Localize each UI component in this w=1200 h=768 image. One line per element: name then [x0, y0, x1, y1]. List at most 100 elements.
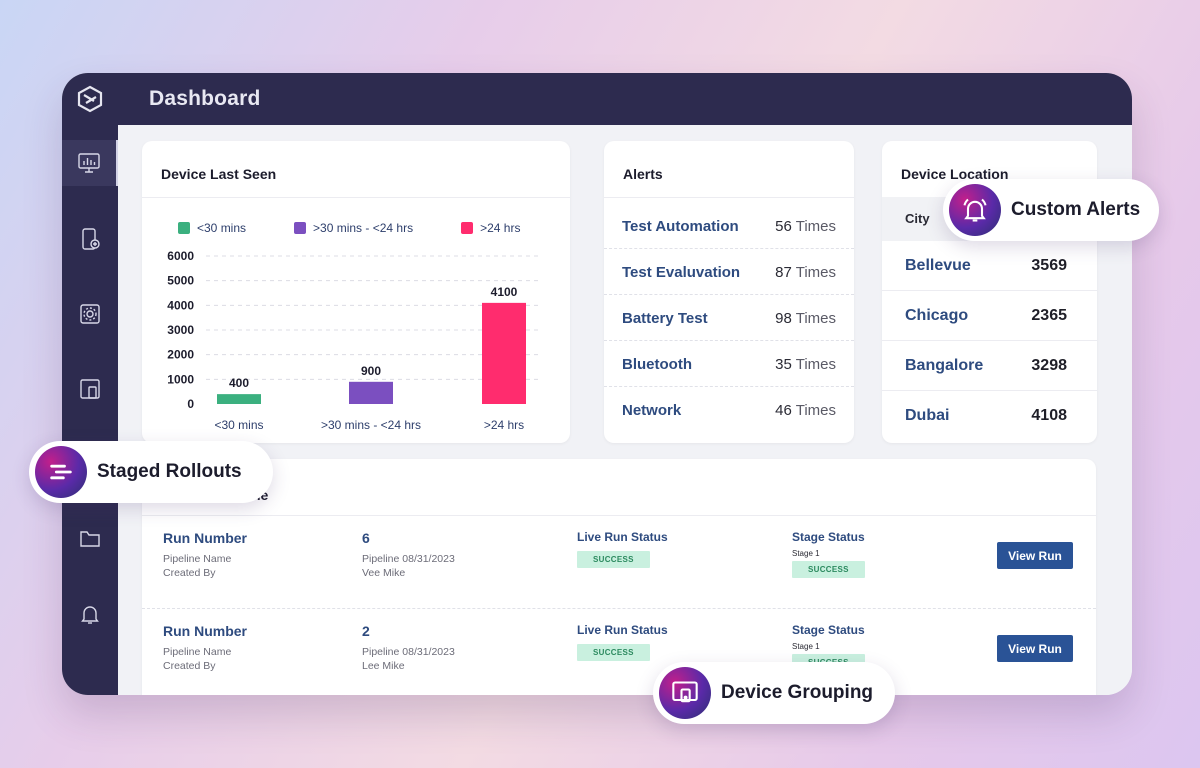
card-title: Device Last Seen — [161, 166, 277, 182]
divider — [142, 515, 1096, 516]
y-tick-label: 4000 — [167, 298, 194, 312]
alert-name: Test Automation — [622, 218, 739, 235]
page-title: Dashboard — [149, 87, 261, 110]
run-label-cell: Run Number Pipeline Name Created By — [163, 623, 247, 673]
sidebar-item-dashboard[interactable] — [62, 140, 118, 186]
created-by-label: Created By — [163, 567, 216, 579]
legend-swatch — [294, 222, 307, 234]
legend-item: >24 hrs — [461, 221, 520, 235]
bar-value-label: 900 — [361, 364, 381, 378]
alert-count-unit: Times — [795, 356, 836, 373]
location-row: Bellevue 3569 — [882, 241, 1097, 291]
location-count: 3298 — [1031, 357, 1067, 374]
devices-icon — [80, 379, 100, 399]
pipeline-name-label: Pipeline Name — [163, 553, 232, 565]
stage-name: Stage 1 — [792, 642, 820, 651]
x-tick-label: >30 mins - <24 hrs — [321, 418, 421, 432]
legend-swatch — [461, 222, 474, 234]
alert-count: 56 Times — [775, 218, 836, 235]
y-tick-label: 0 — [187, 397, 194, 411]
location-count: 3569 — [1031, 257, 1067, 274]
alert-row[interactable]: Battery Test 98 Times — [604, 295, 854, 341]
alert-count-value: 35 — [775, 356, 792, 373]
pipeline-row: Run Number Pipeline Name Created By 2 Pipeli… — [142, 609, 1096, 695]
alert-row[interactable]: Network 46 Times — [604, 387, 854, 433]
live-run-status-label: Live Run Status — [577, 530, 668, 544]
run-value-cell: 6 Pipeline 08/31/2023 Vee Mike — [362, 530, 455, 580]
pill-label: Staged Rollouts — [97, 461, 242, 482]
sidebar — [62, 125, 118, 695]
legend-label: <30 mins — [197, 221, 247, 235]
pill-label: Custom Alerts — [1011, 199, 1141, 220]
custom-alerts-pill[interactable]: Custom Alerts — [943, 179, 1159, 241]
bell-alert-icon — [949, 184, 1001, 236]
view-run-button[interactable]: View Run — [997, 542, 1073, 569]
divider — [142, 197, 570, 198]
stage-status-cell: Stage Status Stage 1 SUCCESS — [792, 530, 865, 578]
stage-name: Stage 1 — [792, 549, 820, 558]
sidebar-item-device-groups[interactable] — [62, 366, 118, 412]
created-by-value: Vee Mike — [362, 567, 406, 579]
live-status-cell: Live Run Status SUCCESS — [577, 530, 668, 568]
sidebar-item-files[interactable] — [62, 516, 118, 562]
alert-count: 98 Times — [775, 310, 836, 327]
staged-rollouts-pill[interactable]: Staged Rollouts — [29, 441, 273, 503]
status-badge: SUCCESS — [577, 644, 650, 661]
sidebar-item-alerts[interactable] — [62, 591, 118, 637]
device-last-seen-card: Device Last Seen <30 mins >30 mins - <24… — [142, 141, 570, 443]
status-badge: SUCCESS — [577, 551, 650, 568]
alert-count: 35 Times — [775, 356, 836, 373]
stage-status-label: Stage Status — [792, 530, 865, 544]
pill-label: Device Grouping — [721, 682, 874, 703]
status-badge: SUCCESS — [792, 561, 865, 578]
device-grouping-pill[interactable]: Device Grouping — [653, 662, 895, 724]
x-tick-label: <30 mins — [214, 418, 263, 432]
divider — [604, 197, 854, 198]
stage-status-label: Stage Status — [792, 623, 865, 637]
alerts-card: Alerts Test Automation 56 Times Test Evalu… — [604, 141, 854, 443]
alert-row[interactable]: Test Evaluvation 87 Times — [604, 249, 854, 295]
y-tick-label: 3000 — [167, 323, 194, 337]
run-value-cell: 2 Pipeline 08/31/2023 Lee Mike — [362, 623, 455, 673]
bar-value-label: 400 — [229, 376, 249, 390]
pipeline-name-value: Pipeline 08/31/2023 — [362, 646, 455, 658]
location-city: Bangalore — [905, 357, 984, 374]
run-number-value: 2 — [362, 623, 370, 639]
alert-count-value: 98 — [775, 310, 792, 327]
created-by-value: Lee Mike — [362, 660, 405, 672]
pipeline-name-label: Pipeline Name — [163, 646, 232, 658]
main-content: Device Last Seen <30 mins >30 mins - <24… — [118, 125, 1132, 695]
alert-name: Bluetooth — [622, 356, 692, 373]
sidebar-item-devices[interactable] — [62, 216, 118, 262]
alert-count: 46 Times — [775, 402, 836, 419]
y-tick-label: 1000 — [167, 372, 194, 386]
location-city: Chicago — [905, 307, 969, 324]
alert-name: Test Evaluvation — [622, 264, 741, 281]
location-row: Bangalore 3298 — [882, 341, 1097, 391]
legend-item: <30 mins — [178, 221, 246, 235]
mobile-plus-icon — [82, 228, 100, 250]
view-run-button[interactable]: View Run — [997, 635, 1073, 662]
sidebar-item-settings[interactable] — [62, 291, 118, 337]
x-tick-label: >24 hrs — [484, 418, 524, 432]
staged-rollouts-icon — [35, 446, 87, 498]
monitor-chart-icon — [78, 153, 100, 173]
bar-value-label: 4100 — [491, 285, 518, 299]
legend-swatch — [178, 222, 190, 234]
settings-box-icon — [80, 304, 100, 324]
card-title: Device Location — [901, 166, 1009, 182]
live-run-status-label: Live Run Status — [577, 623, 668, 637]
logo-icon[interactable] — [62, 84, 118, 114]
location-row: Chicago 2365 — [882, 291, 1097, 341]
y-tick-label: 5000 — [167, 274, 194, 288]
alert-count-unit: Times — [795, 218, 836, 235]
alert-count-unit: Times — [795, 402, 836, 419]
pipeline-name-value: Pipeline 08/31/2023 — [362, 553, 455, 565]
folder-icon — [80, 531, 100, 547]
alert-row[interactable]: Test Automation 56 Times — [604, 203, 854, 249]
alert-row[interactable]: Bluetooth 35 Times — [604, 341, 854, 387]
app-window: Dashboard — [62, 73, 1132, 695]
alert-count: 87 Times — [775, 264, 836, 281]
alert-count-value: 87 — [775, 264, 792, 281]
